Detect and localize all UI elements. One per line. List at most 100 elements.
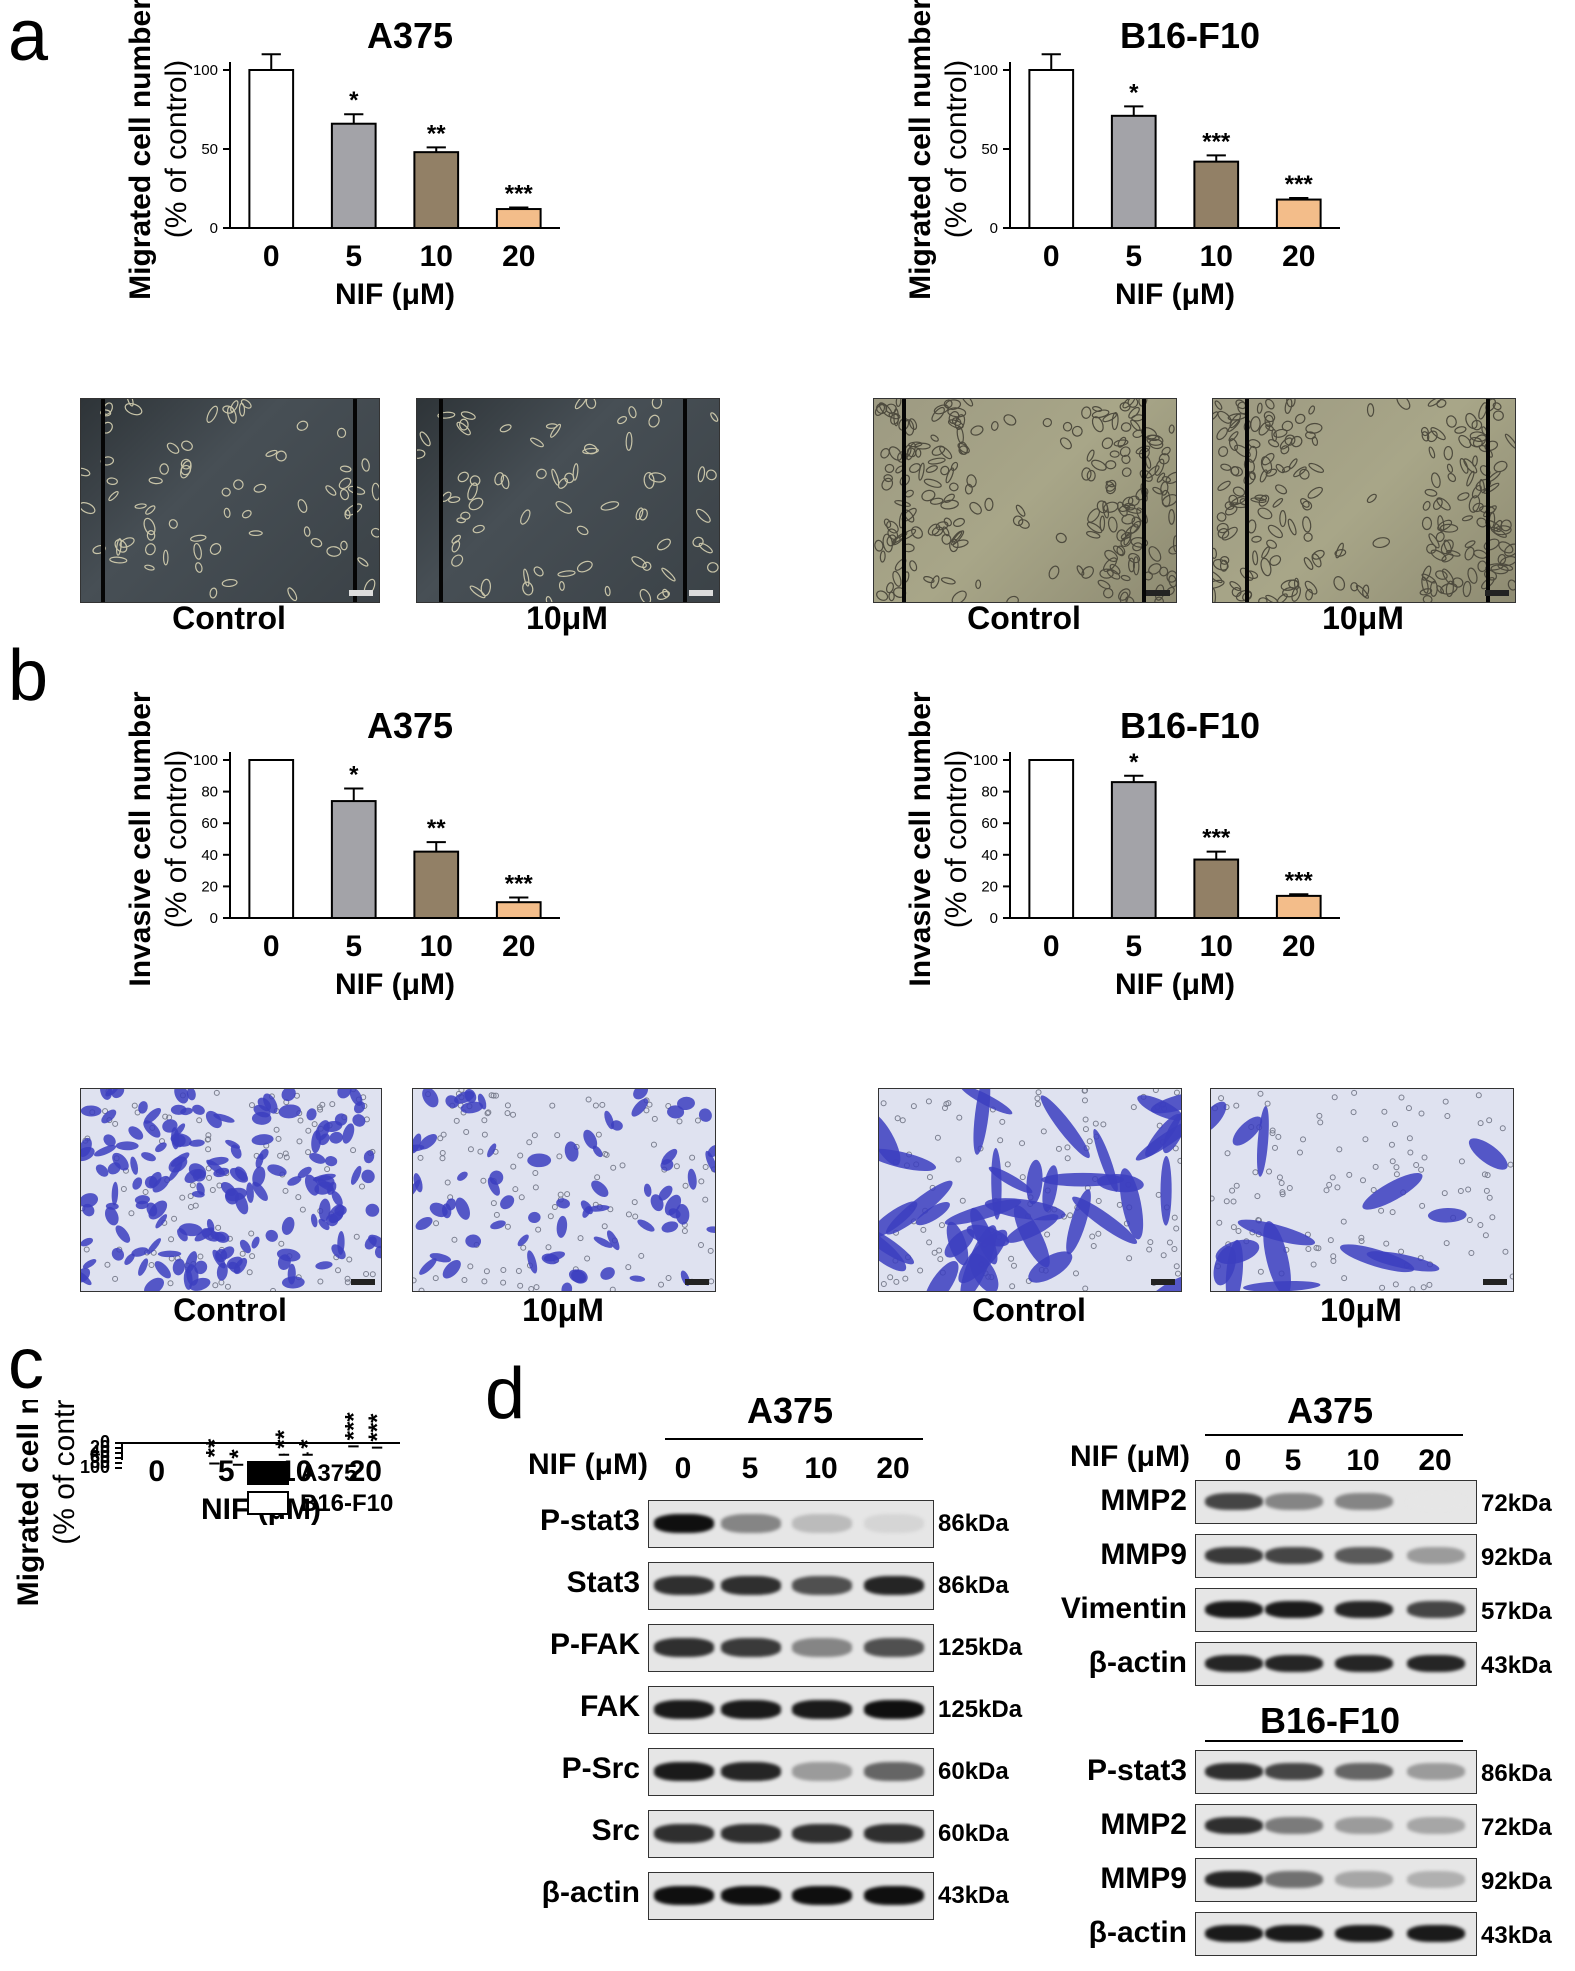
pore [1072, 1270, 1079, 1277]
pore [594, 1174, 601, 1181]
cell [1305, 431, 1316, 440]
pore [212, 1282, 219, 1289]
pore [359, 1183, 366, 1190]
pore [997, 1137, 1004, 1144]
pore [484, 1110, 491, 1117]
stained-cell [698, 1108, 712, 1122]
pore [518, 1194, 525, 1201]
cell [467, 482, 478, 501]
cell [695, 508, 711, 523]
pore [1064, 1144, 1071, 1151]
cell [1281, 420, 1294, 432]
cell [1116, 545, 1126, 557]
pore [1008, 1255, 1015, 1262]
pore [104, 1261, 111, 1268]
cell [1140, 427, 1158, 440]
pore [1331, 1094, 1338, 1101]
pore [893, 1278, 900, 1285]
pore [937, 1256, 944, 1263]
band [1407, 1654, 1465, 1673]
cell [1459, 458, 1469, 474]
stained-cell [81, 1267, 91, 1283]
cell [1230, 466, 1243, 477]
cell [1500, 519, 1512, 532]
y-axis-label-unit: (% of control) [160, 750, 193, 928]
stained-cell [230, 1144, 242, 1159]
pore [1067, 1212, 1074, 1219]
band [864, 1761, 924, 1782]
bar-5 [330, 122, 377, 229]
pore [270, 1287, 277, 1291]
cell [923, 478, 942, 488]
pore [481, 1278, 488, 1285]
cell [206, 405, 219, 423]
cell [1105, 480, 1115, 488]
pore [1421, 1154, 1428, 1161]
cell [1112, 545, 1124, 556]
cell [1048, 565, 1060, 580]
caption-a-a375-control: Control [172, 600, 286, 636]
cell [1461, 515, 1474, 522]
cell [1446, 463, 1454, 474]
cell [1436, 585, 1445, 594]
pore [162, 1113, 169, 1120]
pore [483, 1268, 490, 1275]
cell [1281, 466, 1291, 473]
protein-label: MMP9 [1100, 1538, 1187, 1571]
caption-a-b16-control: Control [967, 600, 1081, 636]
cell [296, 420, 309, 431]
bar-10 [413, 151, 460, 229]
pore [102, 1108, 109, 1115]
stained-cell [677, 1096, 695, 1111]
pore [248, 1102, 255, 1109]
cell [945, 399, 962, 411]
cell [119, 537, 135, 548]
cell [984, 497, 994, 512]
pore [880, 1100, 887, 1107]
stained-cell [131, 1247, 149, 1257]
cell [1447, 472, 1457, 483]
significance-label: * [349, 87, 359, 114]
cell [942, 526, 950, 537]
cell [1458, 434, 1472, 449]
blot-strip [648, 1624, 934, 1672]
stained-cell [188, 1139, 205, 1147]
cell [1224, 501, 1235, 511]
cell [248, 530, 263, 537]
pore [1389, 1209, 1396, 1216]
pore [577, 1235, 584, 1242]
pore [1095, 1198, 1102, 1205]
pore [246, 1269, 253, 1276]
stained-cell [637, 1219, 655, 1232]
cell [1312, 549, 1325, 560]
cell [952, 517, 965, 527]
pore [1233, 1102, 1240, 1109]
pore [275, 1135, 282, 1142]
stained-cell [329, 1131, 343, 1144]
stained-cell [687, 1168, 697, 1190]
pore [1486, 1194, 1493, 1201]
pore [451, 1236, 458, 1243]
y-tick-label: 60 [981, 815, 998, 832]
cell [1217, 480, 1231, 491]
y-axis-label: Invasive cell number [904, 691, 937, 986]
cell [1446, 415, 1457, 428]
stained-cell [111, 1181, 119, 1206]
cell [1121, 513, 1136, 525]
cell [888, 446, 903, 461]
stained-cell [101, 1109, 117, 1124]
pore [1481, 1171, 1488, 1178]
cell [1291, 585, 1302, 602]
stained-cell [251, 1236, 260, 1249]
pore [437, 1135, 444, 1142]
pore [463, 1128, 470, 1135]
scratch-line [101, 399, 105, 602]
cell [223, 507, 231, 518]
pore [1286, 1184, 1293, 1191]
stained-cell [172, 1258, 185, 1276]
cell [1265, 399, 1275, 410]
cell [1258, 597, 1268, 602]
stained-cell [487, 1177, 500, 1196]
stained-cell [1340, 1244, 1415, 1273]
pore [1173, 1263, 1180, 1270]
